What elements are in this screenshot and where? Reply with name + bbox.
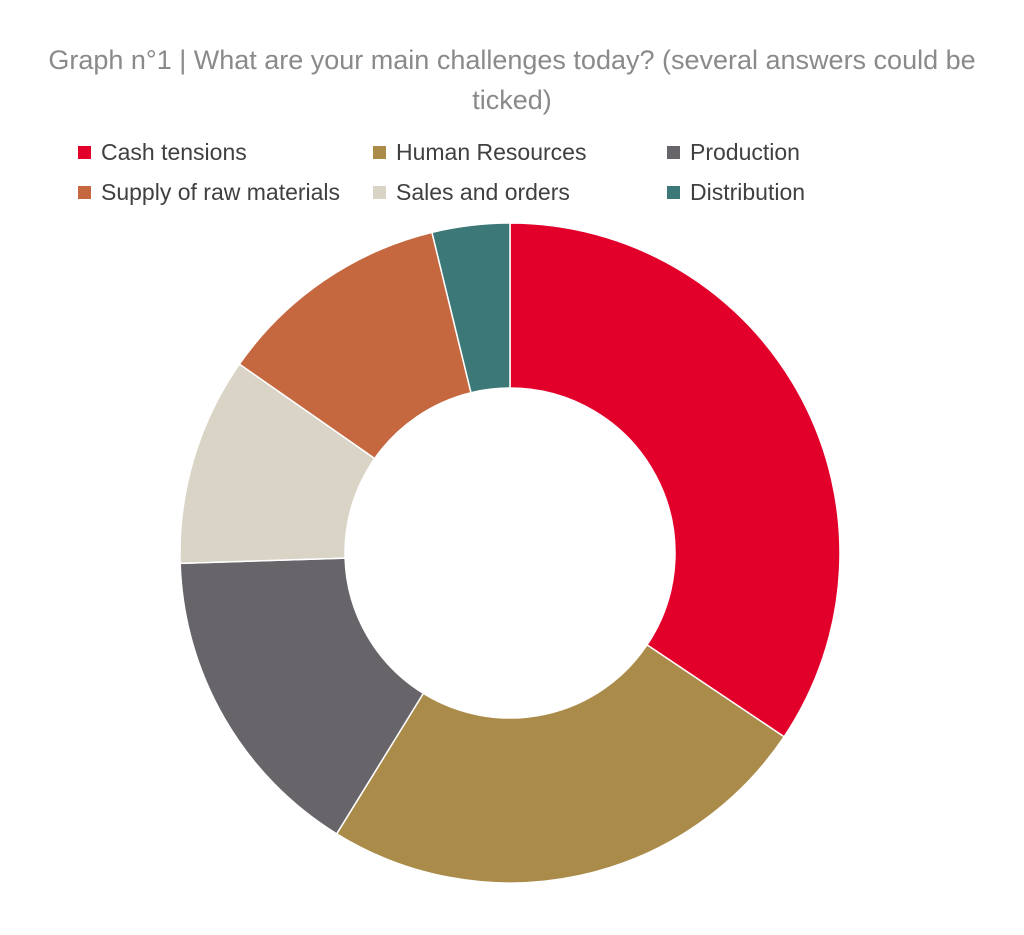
- donut-slice-cash-tensions[interactable]: [509, 222, 841, 738]
- legend-item-production[interactable]: Production: [667, 136, 800, 168]
- donut-slice-production[interactable]: [179, 557, 425, 835]
- chart-title-line-2: ticked): [472, 85, 552, 115]
- legend-label-human-resources: Human Resources: [396, 138, 587, 165]
- legend-item-supply-of-raw-materials[interactable]: Supply of raw materials: [78, 176, 340, 208]
- chart-title: Graph n°1 | What are your main challenge…: [0, 40, 1024, 120]
- legend-swatch-distribution: [667, 185, 680, 199]
- legend-item-distribution[interactable]: Distribution: [667, 176, 805, 208]
- legend-swatch-production: [667, 145, 680, 159]
- chart-legend: Cash tensions Human Resources Production…: [78, 136, 978, 216]
- legend-item-human-resources[interactable]: Human Resources: [373, 136, 586, 168]
- donut-slice-distribution[interactable]: [431, 222, 511, 394]
- legend-item-sales-and-orders[interactable]: Sales and orders: [373, 176, 570, 208]
- legend-item-cash-tensions[interactable]: Cash tensions: [78, 136, 247, 168]
- legend-swatch-human-resources: [373, 145, 386, 159]
- legend-swatch-cash-tensions: [78, 145, 91, 159]
- legend-label-supply-of-raw-materials: Supply of raw materials: [101, 178, 341, 205]
- legend-label-cash-tensions: Cash tensions: [101, 138, 247, 165]
- legend-label-distribution: Distribution: [690, 178, 806, 205]
- chart-title-line-1: Graph n°1 | What are your main challenge…: [48, 45, 976, 75]
- legend-swatch-supply-of-raw-materials: [78, 185, 91, 199]
- legend-label-sales-and-orders: Sales and orders: [396, 178, 570, 205]
- donut-slice-human-resources[interactable]: [335, 643, 786, 884]
- legend-swatch-sales-and-orders: [373, 185, 386, 199]
- legend-label-production: Production: [690, 138, 800, 165]
